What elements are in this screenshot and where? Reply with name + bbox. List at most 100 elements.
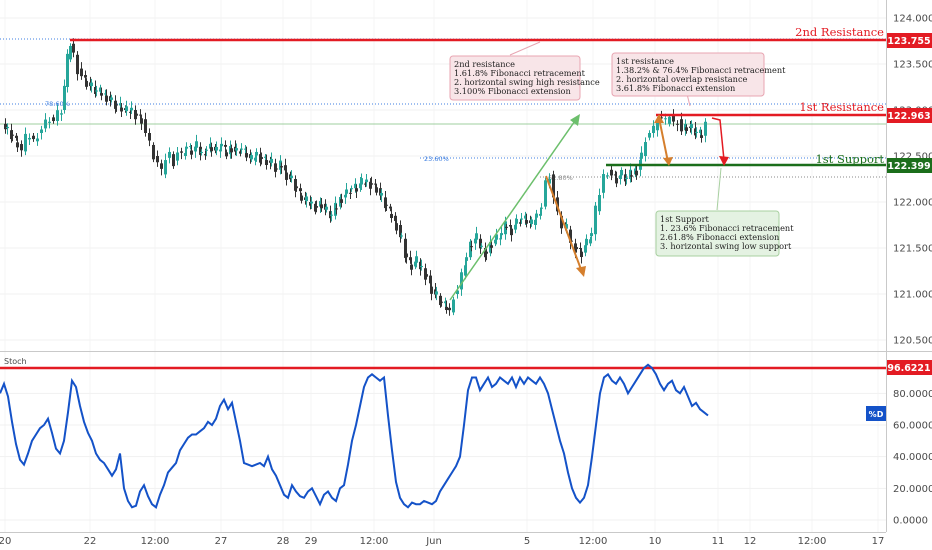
candle-body bbox=[32, 135, 35, 140]
candle-body bbox=[245, 153, 248, 158]
candle-body bbox=[668, 116, 671, 124]
candle-body bbox=[110, 97, 113, 100]
candle-body bbox=[194, 146, 197, 152]
candle-body bbox=[310, 201, 313, 204]
candle-body bbox=[129, 111, 132, 113]
candle-body bbox=[385, 204, 388, 206]
time-axis[interactable]: 20 22 12:00 27 28 29 12:00 Jun 5 12:00 10 11 12 12:00… bbox=[0, 532, 886, 548]
stoch-pane: Stoch bbox=[0, 357, 886, 521]
price-tick-label: 120.500 bbox=[893, 336, 932, 347]
orange-swing-arrows bbox=[545, 114, 673, 277]
candle-body bbox=[20, 144, 23, 151]
price-tick-label: 124.000 bbox=[893, 14, 932, 25]
candle-body bbox=[199, 146, 202, 155]
candle-body bbox=[390, 213, 393, 219]
candle-body bbox=[36, 138, 39, 142]
time-tick-label: 12:00 bbox=[360, 536, 389, 547]
candle-body bbox=[584, 245, 587, 253]
candle-body bbox=[100, 93, 103, 96]
time-tick-label: 11 bbox=[712, 536, 725, 547]
candle-body bbox=[95, 90, 98, 92]
candle-body bbox=[184, 153, 187, 156]
candle-body bbox=[439, 295, 442, 306]
candle-body bbox=[469, 241, 472, 258]
candle-body bbox=[399, 225, 402, 238]
candle-body bbox=[274, 163, 277, 172]
candle-body bbox=[365, 179, 368, 183]
candle-body bbox=[394, 215, 397, 221]
candle-body bbox=[195, 141, 198, 148]
candle-body bbox=[295, 186, 298, 189]
stoch-title: Stoch bbox=[4, 357, 27, 366]
price-candles bbox=[4, 38, 707, 316]
candle-body bbox=[420, 266, 423, 268]
candle-body bbox=[685, 127, 688, 131]
badge-stoch-level: 96.6221 bbox=[887, 360, 932, 375]
candle-body bbox=[656, 120, 659, 131]
candle-body bbox=[90, 82, 93, 87]
candle-body bbox=[355, 188, 358, 192]
fib-label-low: 61.80% bbox=[548, 174, 573, 182]
red-drop-arrow bbox=[711, 117, 729, 166]
badge-stoch-pct-d-label: %D bbox=[869, 410, 884, 419]
candle-body bbox=[684, 123, 687, 131]
candle-body bbox=[190, 150, 193, 155]
candle-body bbox=[330, 214, 333, 216]
candle-body bbox=[410, 264, 413, 270]
candle-body bbox=[125, 106, 128, 112]
candle-body bbox=[209, 143, 212, 149]
candle-body bbox=[614, 174, 617, 176]
second-resistance-label: 2nd Resistance bbox=[795, 25, 884, 39]
candle-body bbox=[676, 123, 679, 125]
candle-body bbox=[290, 175, 293, 179]
candle-body bbox=[464, 265, 467, 276]
candle-body bbox=[172, 154, 175, 167]
candle-body bbox=[535, 213, 538, 218]
candle-body bbox=[119, 103, 122, 106]
candle-body bbox=[375, 187, 378, 193]
candle-body bbox=[235, 148, 238, 151]
candle-body bbox=[384, 197, 387, 209]
candle-body bbox=[548, 178, 551, 184]
candle-body bbox=[590, 233, 593, 237]
candle-body bbox=[452, 299, 455, 313]
candle-body bbox=[509, 225, 512, 227]
candle-body bbox=[619, 175, 622, 179]
candle-body bbox=[350, 188, 353, 190]
candle-body bbox=[534, 219, 537, 225]
candle-body bbox=[435, 291, 438, 295]
candle-body bbox=[250, 155, 253, 160]
price-axis[interactable]: 124.000123.500123.000122.500122.000121.5… bbox=[866, 0, 932, 532]
candle-body bbox=[625, 177, 628, 179]
candle-body bbox=[379, 188, 382, 196]
candle-body bbox=[4, 123, 7, 130]
candle-body bbox=[189, 146, 192, 148]
time-tick-label: 22 bbox=[84, 536, 97, 547]
candle-body bbox=[640, 152, 643, 159]
candle-body bbox=[505, 226, 508, 228]
candle-body bbox=[672, 114, 675, 122]
candle-body bbox=[648, 133, 651, 138]
candle-body bbox=[294, 179, 297, 191]
candle-body bbox=[340, 199, 343, 203]
candle-body bbox=[485, 251, 488, 254]
candle-body bbox=[560, 215, 563, 229]
price-tick-label: 121.000 bbox=[893, 290, 932, 301]
stoch-line bbox=[0, 363, 709, 509]
note-first-resistance-line-3: 2. horizontal overlap resistance bbox=[616, 74, 748, 84]
candle-body bbox=[130, 107, 133, 111]
candle-body bbox=[419, 261, 422, 270]
badge-first-resistance-value: 122.963 bbox=[887, 111, 930, 122]
note-second-resistance-line-2: 1.61.8% Fibonacci retracement bbox=[454, 68, 586, 78]
candle-body bbox=[40, 129, 43, 133]
candle-body bbox=[120, 107, 123, 112]
candle-body bbox=[63, 85, 66, 110]
candle-body bbox=[279, 160, 282, 170]
candle-body bbox=[359, 183, 362, 189]
candle-body bbox=[219, 149, 222, 152]
time-tick-label: 20 bbox=[0, 536, 11, 547]
stoch-tick-label: 80.0000 bbox=[893, 389, 932, 400]
candle-body bbox=[589, 239, 592, 244]
note-second-resistance-line-3: 2. horizontal swing high resistance bbox=[454, 77, 600, 87]
candle-body bbox=[315, 206, 318, 208]
